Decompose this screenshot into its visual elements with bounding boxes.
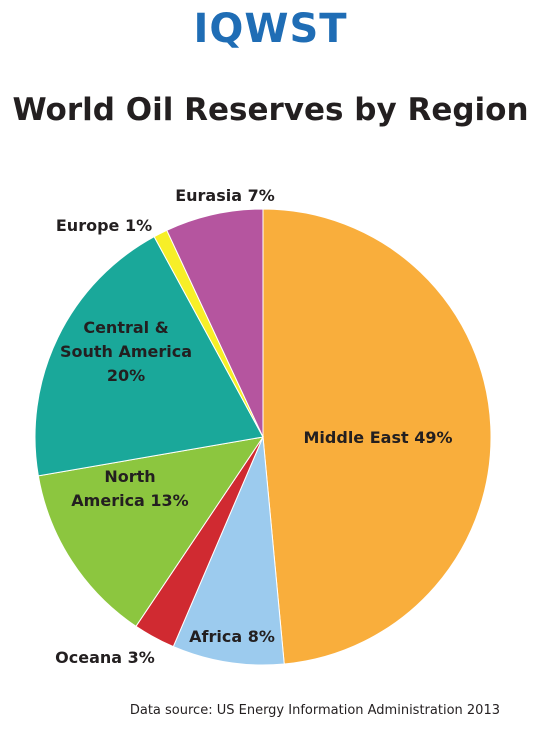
iqwst-logo: IQWST bbox=[193, 6, 348, 52]
pie-slice-africa bbox=[172, 436, 285, 666]
slice-label-oceana: Oceana 3% bbox=[55, 648, 155, 667]
slice-label-eurasia: Eurasia 7% bbox=[175, 186, 275, 205]
pie-slice-eurasia bbox=[166, 208, 264, 438]
slice-label-north-america: North America 13% bbox=[71, 467, 188, 510]
slice-label-europe: Europe 1% bbox=[56, 216, 152, 235]
slice-label-middle-east: Middle East 49% bbox=[304, 428, 453, 447]
pie-slice-north-america bbox=[37, 436, 265, 628]
pie-slice-central-south-america bbox=[34, 235, 264, 477]
slice-label-africa: Africa 8% bbox=[189, 627, 275, 646]
chart-title: World Oil Reserves by Region bbox=[12, 92, 529, 128]
data-source-note: Data source: US Energy Information Admin… bbox=[129, 703, 500, 718]
slice-label-central-south-america: Central & South America 20% bbox=[60, 318, 192, 385]
pie-slice-middle-east bbox=[262, 208, 492, 665]
